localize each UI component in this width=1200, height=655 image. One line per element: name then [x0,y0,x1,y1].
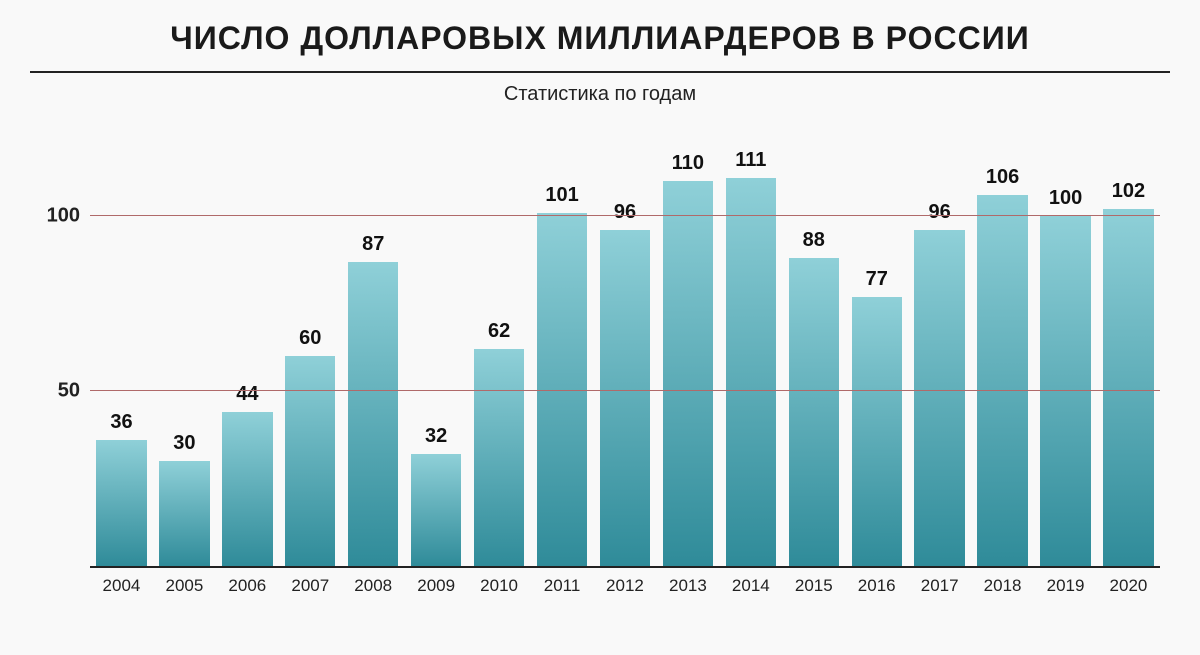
bar-value-label: 88 [803,229,825,252]
bar [348,262,398,567]
bar [914,230,964,566]
bar-slot: 96 [594,146,657,566]
bar-slot: 96 [908,146,971,566]
x-tick-label: 2016 [845,576,908,596]
chart-subtitle: Статистика по годам [30,83,1170,106]
bar-slot: 102 [1097,146,1160,566]
bar-slot: 106 [971,146,1034,566]
x-tick-label: 2015 [782,576,845,596]
plot-area: 36 30 44 60 87 32 62 101 96 110 111 88 77 96 106 100 102… [90,146,1160,566]
bar-value-label: 77 [866,268,888,291]
bar [726,178,776,567]
bar-slot: 111 [719,146,782,566]
bar-value-label: 96 [929,201,951,224]
bar [222,412,272,566]
bar-value-label: 62 [488,320,510,343]
title-divider [30,71,1170,73]
bar-value-label: 32 [425,425,447,448]
x-tick-label: 2010 [468,576,531,596]
bar-slot: 100 [1034,146,1097,566]
y-tick-label: 50 [40,380,80,403]
x-tick-label: 2013 [656,576,719,596]
chart-title: ЧИСЛО ДОЛЛАРОВЫХ МИЛЛИАРДЕРОВ В РОССИИ [30,20,1170,57]
bar [159,461,209,566]
x-tick-label: 2011 [531,576,594,596]
x-tick-label: 2006 [216,576,279,596]
bar-value-label: 87 [362,233,384,256]
x-tick-label: 2009 [405,576,468,596]
bar-slot: 87 [342,146,405,566]
bar-value-label: 110 [672,152,704,175]
bar-value-label: 101 [545,184,578,207]
bar-slot: 88 [782,146,845,566]
bar-value-label: 96 [614,201,636,224]
x-tick-label: 2007 [279,576,342,596]
bar-slot: 60 [279,146,342,566]
bar-slot: 110 [656,146,719,566]
gridline [90,215,1160,216]
bar-value-label: 44 [236,383,258,406]
bar-slot: 30 [153,146,216,566]
x-axis: 2004200520062007200820092010201120122013… [90,568,1160,596]
bar-slot: 62 [468,146,531,566]
bar [663,181,713,566]
bar [789,258,839,566]
chart-container: 36 30 44 60 87 32 62 101 96 110 111 88 77 96 106 100 102… [30,146,1170,596]
bar [977,195,1027,566]
bar [474,349,524,566]
bar-slot: 36 [90,146,153,566]
bar-value-label: 102 [1112,180,1145,203]
bar [1103,209,1153,566]
bar-value-label: 36 [110,411,132,434]
bars-group: 36 30 44 60 87 32 62 101 96 110 111 88 77 96 106 100 102 [90,146,1160,566]
x-tick-label: 2004 [90,576,153,596]
bar [285,356,335,566]
bar [852,297,902,566]
bar [1040,216,1090,566]
bar-value-label: 60 [299,327,321,350]
bar [600,230,650,566]
bar [96,440,146,566]
x-tick-label: 2017 [908,576,971,596]
y-tick-label: 100 [40,205,80,228]
bar [411,454,461,566]
bar-value-label: 111 [735,149,766,172]
bar-value-label: 106 [986,166,1019,189]
x-tick-label: 2012 [594,576,657,596]
bar-value-label: 100 [1049,187,1082,210]
bar-slot: 44 [216,146,279,566]
x-tick-label: 2014 [719,576,782,596]
bar-slot: 101 [531,146,594,566]
bar-value-label: 30 [173,432,195,455]
x-tick-label: 2020 [1097,576,1160,596]
gridline [90,390,1160,391]
x-tick-label: 2005 [153,576,216,596]
x-tick-label: 2018 [971,576,1034,596]
bar-slot: 32 [405,146,468,566]
x-tick-label: 2008 [342,576,405,596]
bar-slot: 77 [845,146,908,566]
x-tick-label: 2019 [1034,576,1097,596]
